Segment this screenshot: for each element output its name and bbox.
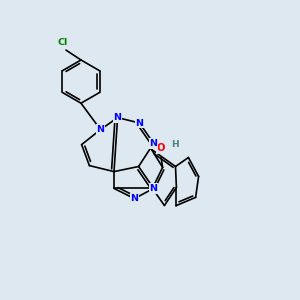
Text: H: H [171,140,178,149]
Text: N: N [97,125,104,134]
Text: Cl: Cl [58,38,68,46]
Text: N: N [136,118,143,127]
Text: N: N [114,113,122,122]
Text: O: O [157,143,165,153]
Text: N: N [150,139,158,148]
Text: N: N [150,184,158,193]
Text: N: N [130,194,138,203]
